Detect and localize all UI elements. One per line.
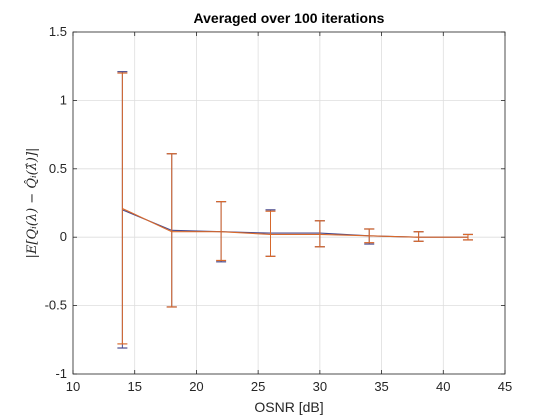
x-tick-label: 15 — [127, 379, 141, 394]
y-tick-label: 1.5 — [49, 24, 67, 39]
x-axis-title: OSNR [dB] — [254, 399, 323, 415]
series-layer — [117, 71, 473, 349]
x-tick-label: 30 — [313, 379, 327, 394]
x-tick-label: 35 — [374, 379, 388, 394]
ticks — [72, 31, 506, 375]
plot-area — [73, 32, 505, 374]
y-tick-label: 0.5 — [49, 161, 67, 176]
y-tick-label: -0.5 — [45, 298, 67, 313]
series-line — [122, 207, 468, 238]
y-tick-label: 1 — [60, 92, 67, 107]
tick-labels: 10 15 20 25 30 35 40 45 -1 -0.5 0 0.5 1 1.5 — [45, 24, 513, 394]
x-tick-label: 40 — [436, 379, 450, 394]
series-1 — [117, 72, 473, 345]
plot-frame — [72, 31, 506, 375]
x-tick-label: 10 — [66, 379, 80, 394]
x-tick-label: 45 — [498, 379, 512, 394]
y-axis-title: |E[Qᵢ(λ) − Q̂ᵢ(λ̂)]| — [24, 148, 40, 259]
x-tick-label: 25 — [251, 379, 265, 394]
y-tick-label: -1 — [55, 366, 67, 381]
x-tick-label: 20 — [189, 379, 203, 394]
y-tick-label: 0 — [60, 229, 67, 244]
chart-title: Averaged over 100 iterations — [194, 10, 385, 26]
